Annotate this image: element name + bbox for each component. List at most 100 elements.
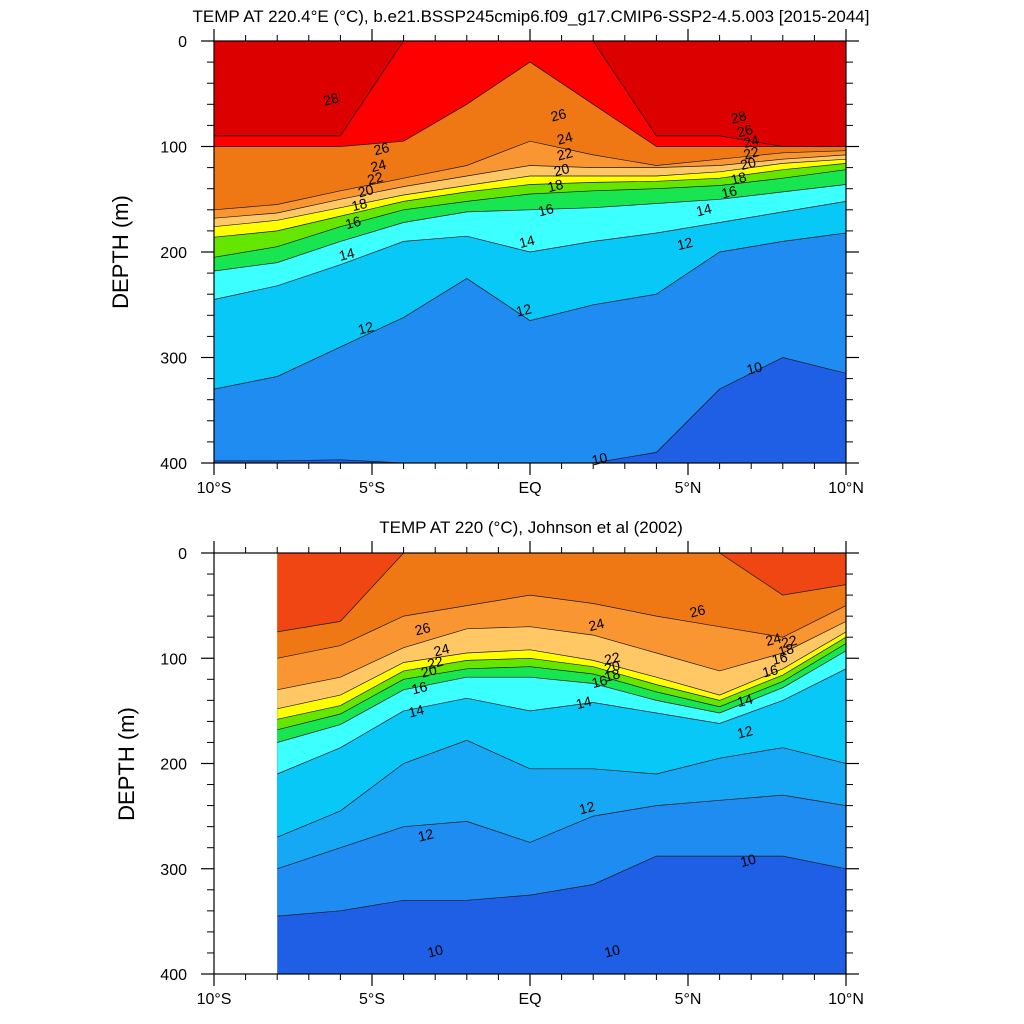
bottom-contour-label: 24 <box>587 615 606 634</box>
top-contour-line-12 <box>214 232 846 390</box>
top-contour-line-24 <box>214 154 846 219</box>
bottom-contour-label: 14 <box>574 693 593 712</box>
bottom-contour-label: 18 <box>603 665 622 684</box>
bottom-contour-label: 12 <box>577 798 596 817</box>
bottom-band-26 <box>277 553 846 659</box>
top-contour-label: 28 <box>321 89 340 108</box>
bottom-x-tick-label: EQ <box>518 991 541 1008</box>
top-contour-line-22 <box>214 158 846 228</box>
top-band-29 <box>214 41 846 147</box>
top-contour-label: 22 <box>742 143 761 162</box>
bottom-y-tick-label: 400 <box>160 967 187 984</box>
top-contour-label: 20 <box>739 154 758 173</box>
top-contour-label: 16 <box>720 182 739 201</box>
top-y-tick-label: 400 <box>160 456 187 473</box>
top-panel: TEMP AT 220.4°E (°C), b.e21.BSSP245cmip6… <box>108 7 870 497</box>
bottom-x-tick-label: 10°N <box>828 991 864 1008</box>
top-x-tick-label: 5°N <box>675 480 702 497</box>
top-contour-line-10 <box>214 357 846 463</box>
top-x-tick-label: 10°N <box>828 480 864 497</box>
bottom-x-tick-label: 5°N <box>675 991 702 1008</box>
bottom-contour-line-20 <box>277 636 846 720</box>
top-contour-label: 22 <box>555 144 574 163</box>
bottom-contour-line-10 <box>277 855 846 917</box>
bottom-contour-label: 14 <box>407 701 426 720</box>
top-contour-label: 12 <box>514 300 533 319</box>
top-contour-label: 24 <box>742 132 761 151</box>
bottom-contour-line-11 <box>277 794 846 870</box>
bottom-x-tick-label: 10°S <box>197 991 232 1008</box>
bottom-contour-label: 16 <box>761 661 780 680</box>
bottom-contour-line-26 <box>277 594 846 659</box>
top-x-tick-label: 5°S <box>359 480 385 497</box>
top-contour-line-28 <box>214 61 846 147</box>
top-contour-label: 24 <box>369 156 388 175</box>
bottom-contour-label: 20 <box>419 661 438 680</box>
bottom-contour-label: 22 <box>780 632 799 651</box>
bottom-chart-title: TEMP AT 220 (°C), Johnson et al (2002) <box>379 518 683 537</box>
top-x-tick-label: 10°S <box>197 480 232 497</box>
top-contour-label: 16 <box>344 213 363 232</box>
bottom-contour-line-14 <box>277 668 846 775</box>
bottom-y-tick-label: 0 <box>178 546 187 563</box>
bottom-y-axis-label: DEPTH (m) <box>114 707 139 821</box>
bottom-contour-line-27 <box>277 553 846 633</box>
bottom-contour-label: 24 <box>432 640 451 659</box>
bottom-x-tick-label: 5°S <box>359 991 385 1008</box>
bottom-band-27 <box>277 553 846 632</box>
bottom-contour-label: 18 <box>776 640 795 659</box>
top-x-tick-label: EQ <box>518 480 541 497</box>
bottom-contour-line-22 <box>277 631 846 710</box>
bottom-panel: TEMP AT 220 (°C), Johnson et al (2002) D… <box>114 518 864 1008</box>
bottom-contour-label: 20 <box>603 657 622 676</box>
top-contour-label: 18 <box>350 195 369 214</box>
bottom-contour-label: 12 <box>735 722 754 741</box>
bottom-contour-label: 10 <box>426 941 445 960</box>
top-chart-title: TEMP AT 220.4°E (°C), b.e21.BSSP245cmip6… <box>193 7 870 26</box>
top-contour-label: 10 <box>745 358 764 377</box>
top-contour-label: 20 <box>552 160 571 179</box>
top-contour-label: 26 <box>372 139 391 158</box>
bottom-contour-label: 22 <box>426 653 445 672</box>
bottom-contour-label: 10 <box>603 941 622 960</box>
bottom-contour-label: 14 <box>735 691 754 710</box>
top-contour-label: 10 <box>590 449 609 468</box>
bottom-contour-label: 26 <box>688 601 707 620</box>
bottom-contour-label: 16 <box>590 672 609 691</box>
top-y-tick-label: 100 <box>160 140 187 157</box>
bottom-contour-label: 10 <box>739 851 758 870</box>
bottom-contour-line-24 <box>277 621 846 691</box>
top-contour-label: 16 <box>536 200 555 219</box>
top-y-tick-label: 200 <box>160 245 187 262</box>
top-contour-label: 14 <box>694 200 713 219</box>
bottom-y-tick-label: 100 <box>160 651 187 668</box>
top-contour-label: 28 <box>729 107 748 126</box>
bottom-contour-line-16 <box>277 650 846 743</box>
top-y-axis-label: DEPTH (m) <box>108 195 133 309</box>
top-contour-line-20 <box>214 163 846 238</box>
top-contour-line-14 <box>214 201 846 300</box>
top-contour-line-29 <box>214 41 846 147</box>
top-contour-label: 24 <box>555 128 574 147</box>
top-y-tick-label: 300 <box>160 351 187 368</box>
top-contour-label: 12 <box>675 234 694 253</box>
top-contour-line-18 <box>214 169 846 258</box>
bottom-contour-label: 16 <box>770 649 789 668</box>
top-contour-fill <box>214 41 846 463</box>
top-contour-label: 14 <box>337 244 356 263</box>
top-contour-label: 18 <box>729 168 748 187</box>
top-contour-line-26 <box>214 140 846 211</box>
bottom-contour-line-18 <box>277 643 846 731</box>
top-contour-label: 26 <box>735 121 754 140</box>
top-contour-line-16 <box>214 184 846 272</box>
bottom-contour-label: 24 <box>764 630 783 649</box>
bottom-y-tick-label: 200 <box>160 757 187 774</box>
bottom-y-tick-label: 300 <box>160 862 187 879</box>
top-contour-label: 12 <box>356 318 375 337</box>
top-contour-label: 22 <box>366 168 385 187</box>
bottom-contour-label: 26 <box>413 619 432 638</box>
bottom-contour-label: 12 <box>416 825 435 844</box>
bottom-contour-line-12 <box>277 739 846 838</box>
top-contour-label: 18 <box>546 176 565 195</box>
